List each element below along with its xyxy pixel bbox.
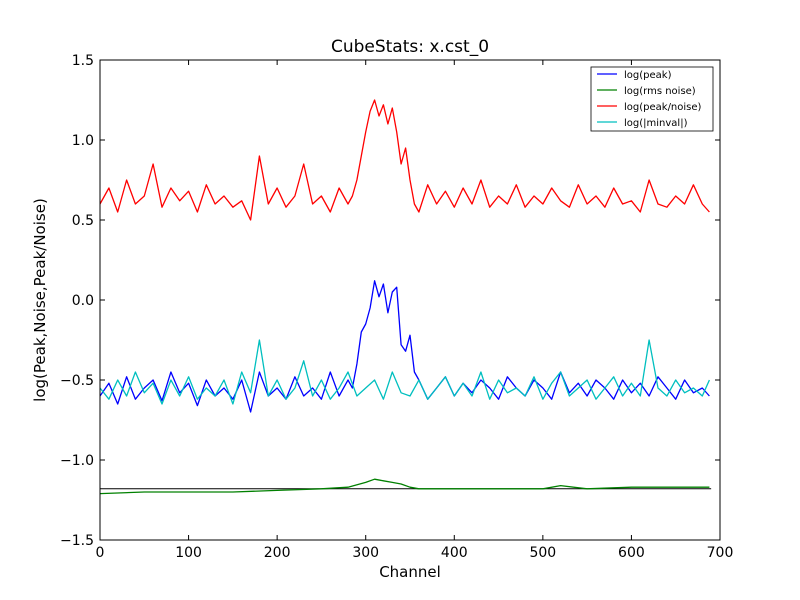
x-tick-label: 0 — [96, 545, 105, 561]
series-line-2 — [100, 478, 710, 495]
x-tick-label: 700 — [707, 545, 734, 561]
legend-label: log(peak/noise) — [624, 102, 702, 113]
y-axis-label: log(Peak,Noise,Peak/Noise) — [31, 198, 49, 402]
legend-label: log(|minval|) — [624, 118, 688, 129]
legend-label: log(peak) — [624, 70, 672, 81]
y-tick-label: −0.5 — [60, 373, 94, 389]
y-tick-label: 1.5 — [72, 53, 94, 69]
x-tick-label: 200 — [264, 545, 291, 561]
x-tick-label: 600 — [618, 545, 645, 561]
x-axis-label: Channel — [379, 563, 441, 581]
x-tick-label: 400 — [441, 545, 468, 561]
legend-box — [590, 66, 714, 132]
y-tick-label: 0.5 — [72, 213, 94, 229]
series-line-1 — [100, 280, 710, 413]
series-line-4 — [100, 339, 710, 405]
y-tick-label: −1.5 — [60, 533, 94, 549]
legend: log(peak) log(rms noise) log(peak/noise) lo… — [590, 66, 714, 132]
chart-title: CubeStats: x.cst_0 — [331, 37, 489, 57]
y-tick-label: 0.0 — [72, 293, 94, 309]
legend-label: log(rms noise) — [624, 86, 696, 97]
series-line-3 — [100, 99, 710, 221]
y-tick-label: −1.0 — [60, 453, 94, 469]
y-tick-label: 1.0 — [72, 133, 94, 149]
x-tick-label: 300 — [352, 545, 379, 561]
x-tick-label: 100 — [175, 545, 202, 561]
x-tick-label: 500 — [529, 545, 556, 561]
